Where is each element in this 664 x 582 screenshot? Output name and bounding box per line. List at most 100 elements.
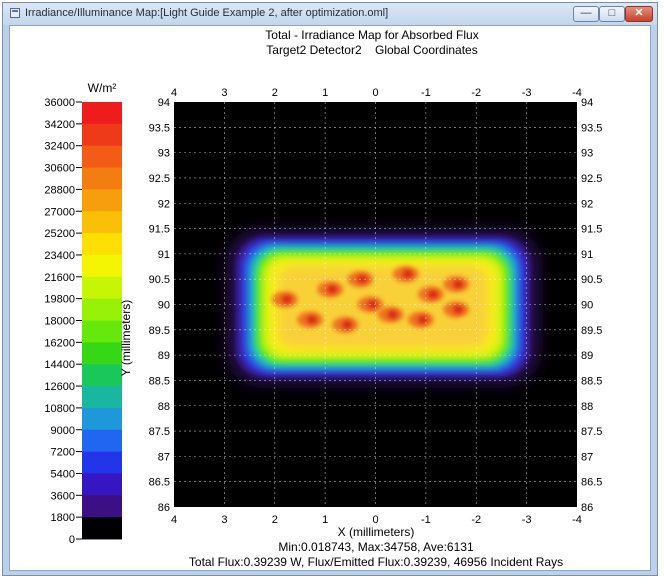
totals-line: Total Flux:0.39239 W, Flux/Emitted Flux:… bbox=[189, 555, 563, 569]
colorbar-swatch bbox=[82, 495, 122, 518]
hot-spot-core-3 bbox=[327, 285, 338, 294]
y-tick-label-left: 87 bbox=[158, 451, 170, 463]
y-tick-label-right: 88.5 bbox=[581, 375, 602, 387]
colorbar-swatch bbox=[82, 167, 122, 190]
hot-spot-core-11 bbox=[342, 320, 353, 329]
colorbar-label: 10800 bbox=[44, 403, 75, 415]
hot-spot-core-9 bbox=[453, 280, 464, 289]
x-tick-label-top: 0 bbox=[372, 87, 378, 99]
x-axis-label: X (millimeters) bbox=[338, 525, 415, 539]
colorbar-label: 21600 bbox=[44, 272, 75, 284]
y-axis-label: Y (millimeters) bbox=[119, 300, 133, 376]
grid-lines bbox=[174, 102, 577, 507]
y-tick-label-right: 87 bbox=[581, 451, 593, 463]
y-tick-label-right: 93.5 bbox=[581, 122, 602, 134]
y-tick-labels: 94 94 93.5 93.5 93 93 92.5 92.5 92 92 91.5 91.5 91 91… bbox=[149, 97, 603, 514]
y-tick-label-left: 89 bbox=[158, 350, 170, 362]
y-tick-label-left: 90 bbox=[158, 300, 170, 312]
x-tick-label-bottom: 2 bbox=[272, 514, 278, 526]
x-tick-label-bottom: -1 bbox=[421, 514, 431, 526]
colorbar-swatch bbox=[82, 145, 122, 169]
colorbar-swatch bbox=[82, 298, 122, 321]
x-tick-label-bottom: 4 bbox=[171, 514, 177, 526]
title-bar[interactable]: Irradiance/Illuminance Map:[Light Guide … bbox=[3, 3, 657, 25]
y-tick-label-left: 88 bbox=[158, 401, 170, 413]
x-tick-label-bottom: -4 bbox=[572, 514, 582, 526]
y-tick-label-right: 92 bbox=[581, 198, 593, 210]
irradiance-chart: Total - Irradiance Map for Absorbed Flux… bbox=[44, 28, 603, 569]
colorbar-swatch bbox=[82, 189, 122, 212]
hot-spot-core-5 bbox=[367, 300, 378, 309]
x-tick-label-bottom: -3 bbox=[522, 514, 532, 526]
y-tick-label-left: 88.5 bbox=[149, 375, 170, 387]
x-tick-label-bottom: 0 bbox=[372, 514, 378, 526]
hot-spot-core-6 bbox=[387, 310, 398, 319]
maximize-button[interactable]: □ bbox=[599, 6, 625, 22]
x-tick-label-top: 2 bbox=[272, 87, 278, 99]
x-tick-label-top: -1 bbox=[421, 87, 431, 99]
y-tick-label-right: 87.5 bbox=[581, 426, 602, 438]
y-tick-label-right: 88 bbox=[581, 401, 593, 413]
x-tick-labels: 4 4 3 3 2 2 1 1 0 0 -1 -1 -2 -2 -3 -3 -4 -4 bbox=[171, 87, 582, 526]
y-tick-label-left: 90.5 bbox=[149, 274, 170, 286]
colorbar-label: 27000 bbox=[44, 206, 75, 218]
colorbar-swatch bbox=[82, 364, 122, 387]
y-tick-label-left: 92.5 bbox=[149, 173, 170, 185]
hot-spot-core-7 bbox=[402, 270, 413, 279]
colorbar-label: 12600 bbox=[44, 381, 75, 393]
colorbar-label: 1800 bbox=[51, 512, 75, 524]
chart-subtitle: Target2 Detector2 Global Coordinates bbox=[266, 43, 477, 57]
colorbar-swatch bbox=[82, 342, 122, 365]
hot-spot-core-8 bbox=[427, 290, 438, 299]
close-button[interactable]: ✕ bbox=[625, 6, 653, 22]
hot-spot-core-4 bbox=[357, 275, 368, 284]
colorbar: 3600034200324003060028800270002520023400… bbox=[44, 97, 122, 546]
y-tick-label-left: 93.5 bbox=[149, 122, 170, 134]
colorbar-label: 19800 bbox=[44, 294, 75, 306]
y-tick-label-right: 89 bbox=[581, 350, 593, 362]
colorbar-swatch bbox=[82, 276, 122, 300]
x-tick-label-bottom: -2 bbox=[471, 514, 481, 526]
colorbar-swatch bbox=[82, 211, 122, 234]
colorbar-swatch bbox=[82, 517, 122, 539]
window-title: Irradiance/Illuminance Map:[Light Guide … bbox=[25, 7, 389, 19]
x-tick-label-top: 3 bbox=[221, 87, 227, 99]
colorbar-swatch bbox=[82, 233, 122, 256]
y-tick-label-right: 90 bbox=[581, 300, 593, 312]
colorbar-label: 9000 bbox=[51, 425, 75, 437]
y-tick-label-right: 90.5 bbox=[581, 274, 602, 286]
minimize-button[interactable]: — bbox=[573, 6, 599, 22]
colorbar-label: 25200 bbox=[44, 228, 75, 240]
colorbar-unit: W/m² bbox=[88, 81, 117, 95]
colorbar-label: 7200 bbox=[51, 447, 75, 459]
colorbar-label: 32400 bbox=[44, 141, 75, 153]
colorbar-swatch bbox=[82, 102, 122, 125]
x-tick-label-top: -2 bbox=[471, 87, 481, 99]
colorbar-swatch bbox=[82, 451, 122, 474]
colorbar-label: 34200 bbox=[44, 119, 75, 131]
irradiance-map-window: Irradiance/Illuminance Map:[Light Guide … bbox=[2, 2, 658, 576]
colorbar-label: 16200 bbox=[44, 337, 75, 349]
chart-area: Total - Irradiance Map for Absorbed Flux… bbox=[9, 25, 651, 571]
hot-spot-core-10 bbox=[453, 305, 464, 314]
y-tick-label-left: 89.5 bbox=[149, 325, 170, 337]
stats-line: Min:0.018743, Max:34758, Ave:6131 bbox=[278, 540, 474, 554]
y-tick-label-right: 86 bbox=[581, 502, 593, 514]
heat-field bbox=[229, 232, 537, 382]
app-icon bbox=[10, 8, 20, 18]
y-tick-label-left: 91 bbox=[158, 249, 170, 261]
y-tick-label-left: 86.5 bbox=[149, 477, 170, 489]
colorbar-label: 0 bbox=[69, 534, 75, 546]
colorbar-label: 36000 bbox=[44, 97, 75, 109]
colorbar-label: 18000 bbox=[44, 316, 75, 328]
y-tick-label-right: 91 bbox=[581, 249, 593, 261]
x-tick-label-top: 4 bbox=[171, 87, 177, 99]
colorbar-label: 30600 bbox=[44, 163, 75, 175]
y-tick-label-left: 86 bbox=[158, 502, 170, 514]
y-tick-label-right: 93 bbox=[581, 148, 593, 160]
colorbar-swatch bbox=[82, 407, 122, 431]
y-tick-label-left: 92 bbox=[158, 198, 170, 210]
colorbar-label: 5400 bbox=[51, 468, 75, 480]
colorbar-label: 23400 bbox=[44, 250, 75, 262]
colorbar-swatch bbox=[82, 386, 122, 409]
